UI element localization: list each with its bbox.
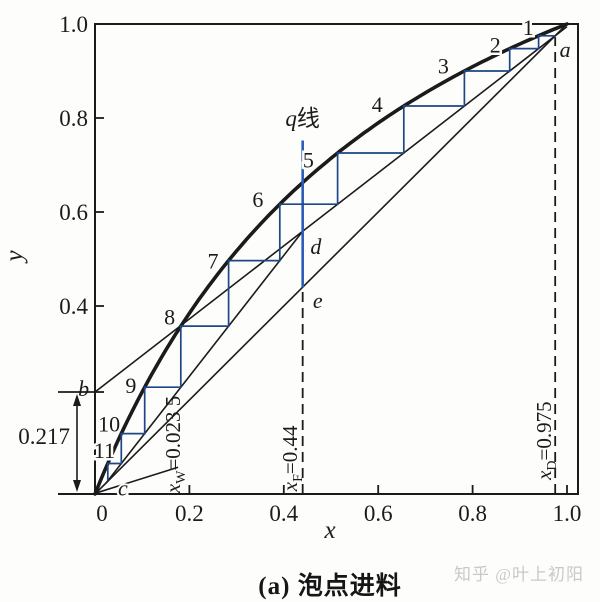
stage-number-label: 11	[94, 438, 115, 463]
x-tick-label: 0.6	[364, 501, 393, 526]
dimension-value-label: 0.217	[18, 424, 70, 449]
y-tick-label: 0.6	[59, 200, 88, 225]
x-tick-label: 0	[96, 501, 108, 526]
aux-line-c	[95, 466, 179, 494]
mccabe-thiele-chart: 0 0.2 0.4 0.6 0.8 1.00.40.60.81.0xy1234567891…	[1, 12, 582, 544]
x-axis-title: x	[323, 517, 335, 544]
composition-label-F: xF=0.44	[278, 425, 306, 492]
stage-number-label: 4	[372, 92, 383, 117]
x-tick-label: 0.4	[269, 501, 298, 526]
rectifying-operating-line	[94, 25, 568, 393]
q-line-label: q线	[285, 106, 320, 131]
y-tick-label: 1.0	[59, 12, 88, 37]
y-axis-title: y	[1, 250, 28, 265]
x-tick-label: 1.0	[553, 501, 582, 526]
x-tick-label: 0.8	[458, 501, 487, 526]
equilibrium-curve	[93, 22, 569, 496]
watermark: 知乎 @叶上初阳	[454, 565, 584, 584]
plot-frame	[94, 23, 579, 495]
stage-number-label: 9	[125, 373, 136, 398]
x-tick-label: 0.2	[175, 501, 204, 526]
y-tick-label: 0.8	[59, 106, 88, 131]
stage-number-label: 7	[208, 248, 219, 273]
point-label-e: e	[313, 288, 323, 313]
composition-label-D: xD=0.975	[532, 401, 560, 481]
arrowhead-up	[73, 394, 81, 407]
arrowhead-down	[73, 480, 81, 492]
stage-number-label: 1	[523, 15, 534, 40]
point-label-c: c	[118, 475, 128, 500]
stage-number-label: 8	[164, 304, 175, 329]
stage-number-label: 3	[438, 53, 449, 78]
composition-label-W: xW=0.023 5	[161, 396, 189, 494]
staircase-steps	[106, 34, 556, 481]
point-label-b: b	[78, 376, 89, 401]
figure-caption: (a) 泡点进料	[258, 573, 402, 600]
point-label-d: d	[310, 234, 322, 259]
stage-number-label: 2	[490, 33, 501, 58]
stage-number-label: 10	[98, 412, 120, 437]
stripping-operating-line	[105, 230, 304, 484]
stage-number-label: 5	[303, 147, 314, 172]
stage-number-label: 6	[252, 187, 263, 212]
y-tick-label: 0.4	[59, 294, 88, 319]
diagonal-line	[94, 23, 568, 495]
point-label-a: a	[560, 37, 571, 62]
